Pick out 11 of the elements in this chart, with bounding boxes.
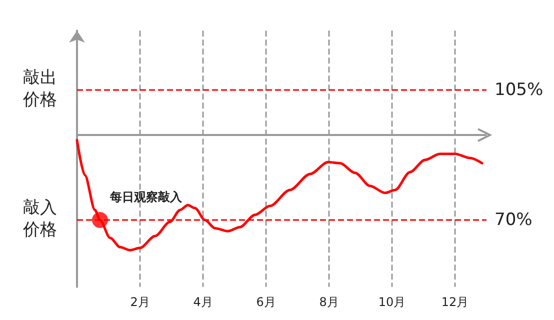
- text: 敲出价格: [22, 68, 57, 110]
- text: 敲入价格: [22, 198, 57, 240]
- x-tick-label: 12月: [441, 294, 469, 309]
- x-tick-label: 8月: [319, 294, 339, 309]
- x-tick-label: 4月: [193, 294, 213, 309]
- annotation: 每日观察敲入: [108, 190, 183, 204]
- ref-line-label: 70%: [494, 210, 532, 230]
- x-tick-label: 2月: [130, 294, 150, 309]
- x-tick-label: 6月: [256, 294, 276, 309]
- ref-line-label: 105%: [494, 80, 544, 100]
- x-tick-label: 10月: [378, 294, 406, 309]
